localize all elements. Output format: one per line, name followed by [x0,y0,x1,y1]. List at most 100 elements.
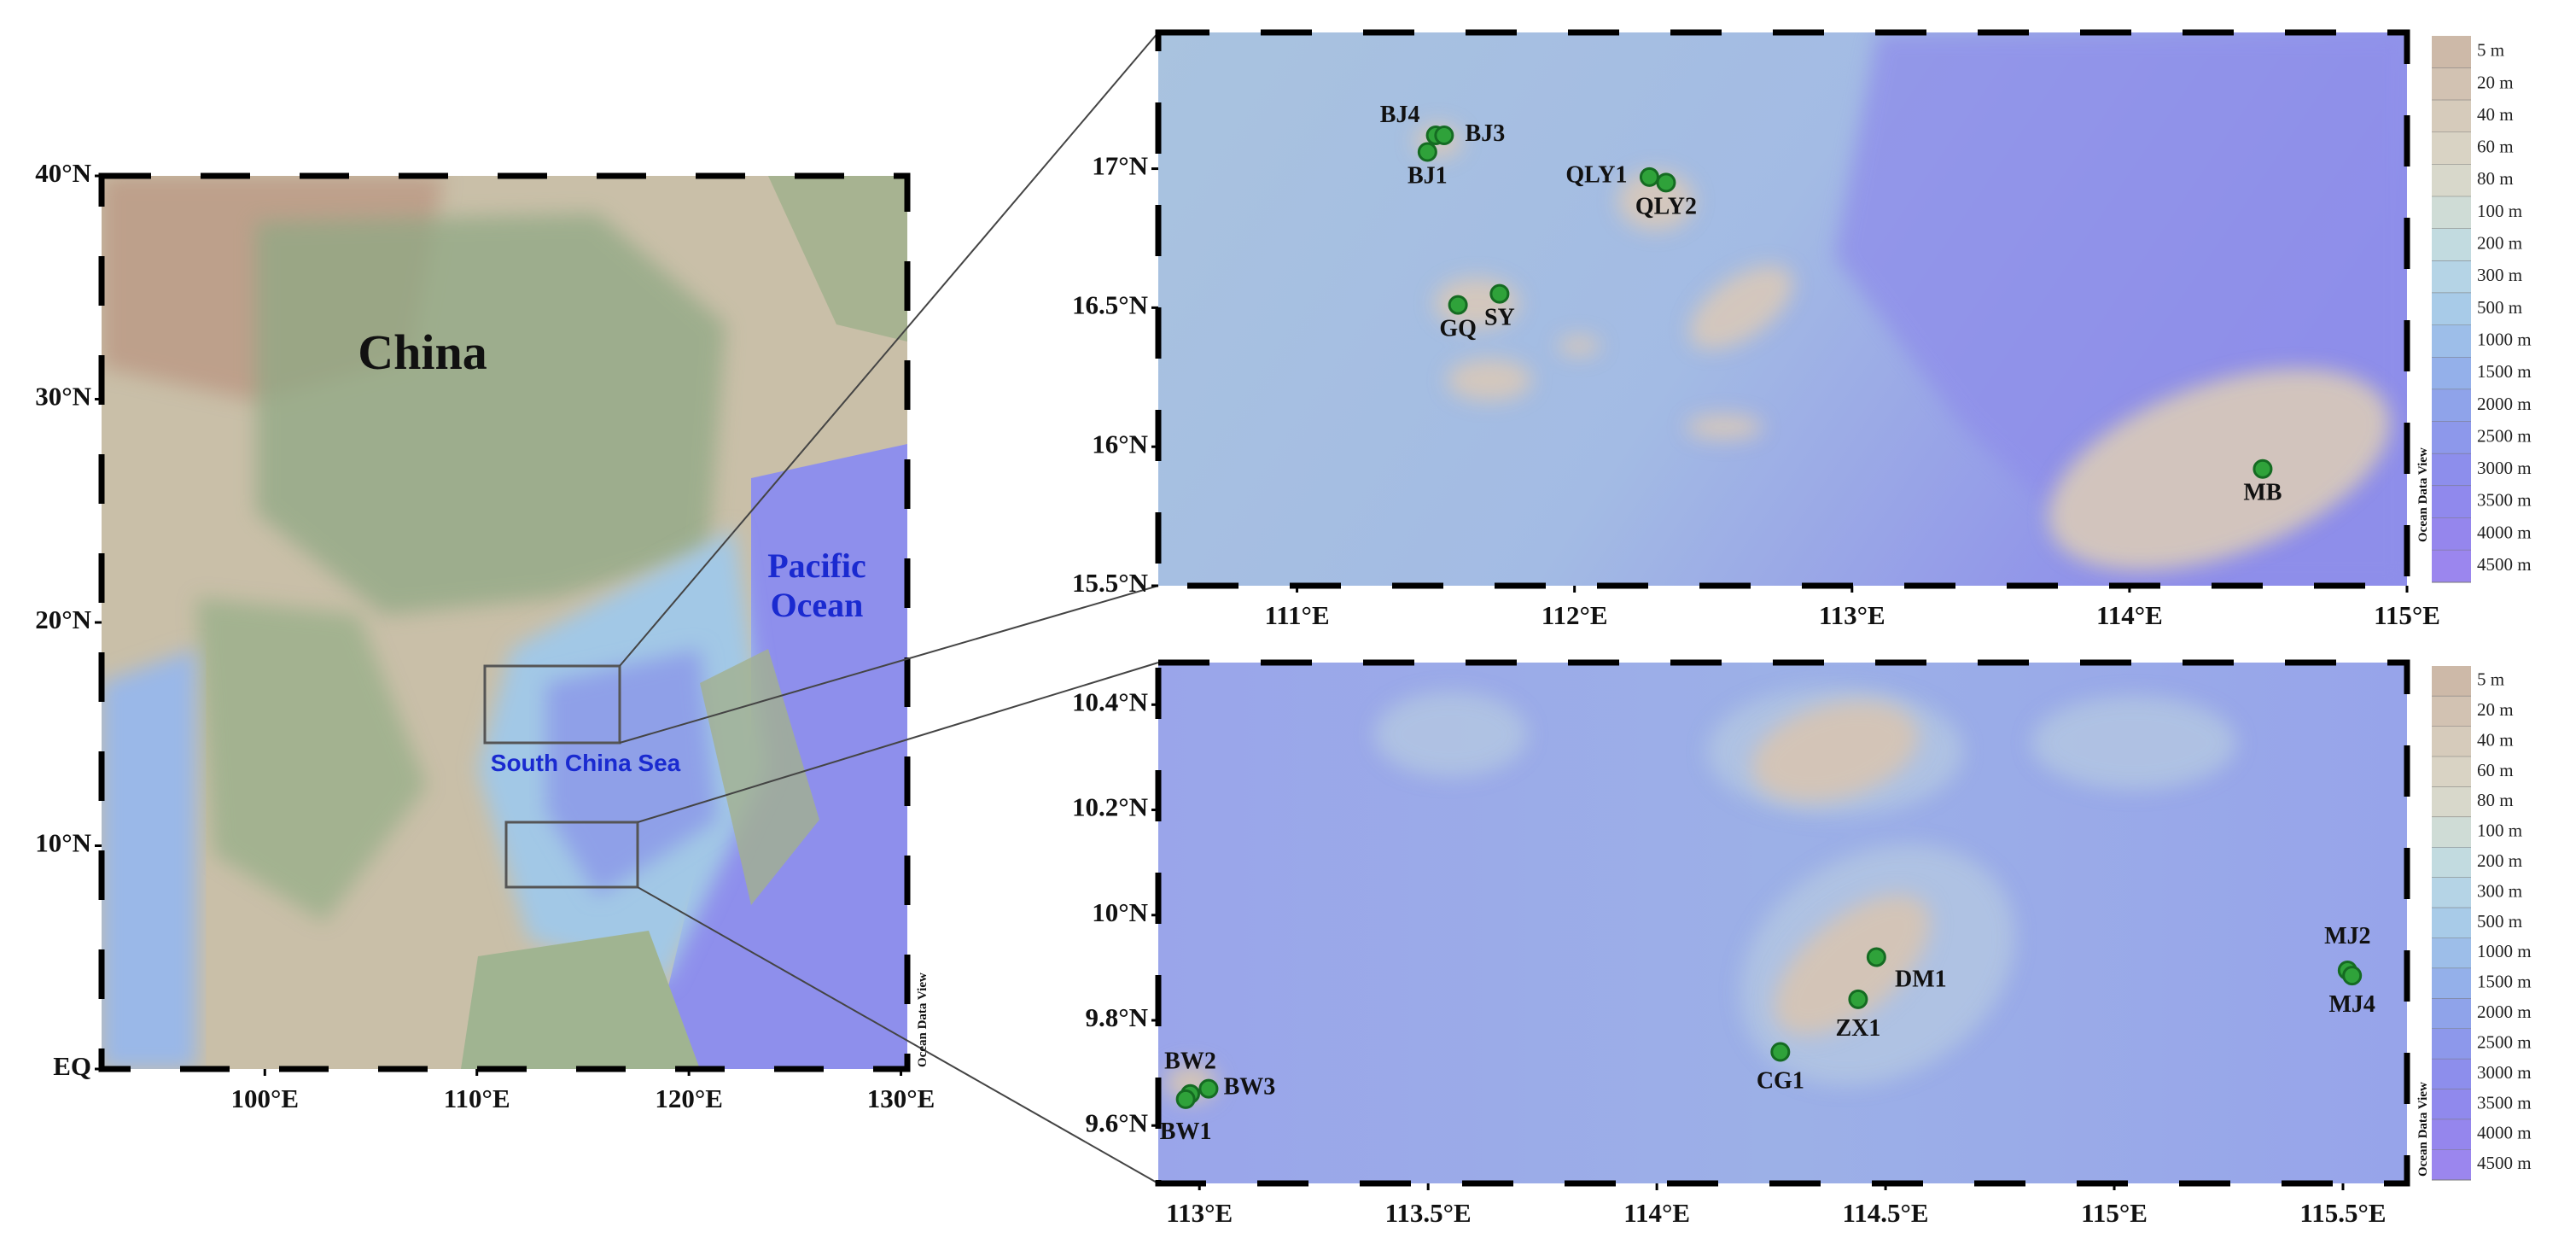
overview-frame [98,172,911,1072]
depth-swatch [2432,164,2471,197]
depth-label: 100 m [2477,821,2522,841]
depth-swatch [2432,877,2471,908]
y-tick-label: 16°N [1092,429,1148,459]
depth-swatch [2432,67,2471,101]
ocean-label: Pacific [767,546,866,585]
depth-swatch [2432,453,2471,487]
x-tick-label: 113°E [1819,600,1885,630]
inset-box [483,664,621,745]
depth-swatch [2432,260,2471,294]
station-label: MJ4 [2328,991,2375,1018]
depth-label: 40 m [2477,729,2514,750]
x-tick-label: 111°E [1264,600,1329,630]
y-tick-label: 15.5°N [1072,568,1148,598]
depth-swatch [2432,908,2471,939]
depth-label: 100 m [2477,201,2522,221]
depth-swatch [2432,1149,2471,1181]
depth-label: 200 m [2477,850,2522,871]
y-tick-label: 10.4°N [1072,686,1148,716]
ocean-label: Ocean [771,586,864,624]
depth-label: 1500 m [2477,972,2532,992]
depth-swatch [2432,968,2471,1000]
x-tick-label: 110°E [444,1084,510,1113]
depth-label: 1000 m [2477,941,2532,961]
depth-label: 40 m [2477,104,2514,125]
depth-swatch [2432,726,2471,757]
station-label: DM1 [1895,966,1947,992]
station-label: BW3 [1224,1074,1276,1101]
depth-label: 500 m [2477,911,2522,932]
depth-swatch [2432,357,2471,390]
depth-label: 80 m [2477,168,2514,189]
y-tick-label: 16.5°N [1072,289,1148,319]
depth-swatch [2432,756,2471,788]
y-tick-label: 9.8°N [1085,1002,1148,1032]
depth-swatch [2432,817,2471,848]
depth-swatch [2432,517,2471,551]
depth-label: 80 m [2477,790,2514,810]
depth-label: 3000 m [2477,458,2532,478]
y-tick-label: 17°N [1092,151,1148,181]
station-label: BW2 [1164,1048,1216,1075]
depth-label: 2000 m [2477,394,2532,414]
station [1866,947,1886,967]
depth-label: 3500 m [2477,1092,2532,1113]
station-label: ZX1 [1835,1015,1880,1042]
station-label: BJ4 [1380,102,1420,128]
depth-swatch [2432,421,2471,454]
depth-swatch [2432,100,2471,133]
y-tick-label: 20°N [35,605,91,634]
depth-swatch [2432,324,2471,358]
depth-swatch [2432,1119,2471,1151]
depth-label: 3500 m [2477,490,2532,511]
credit: Ocean Data View [916,973,930,1067]
panel-b-frame [1155,659,2410,1187]
connector [637,662,1159,823]
y-tick-label: 10°N [35,828,91,858]
depth-label: 5 m [2477,669,2504,690]
station-label: QLY1 [1565,162,1627,189]
depth-label: 4000 m [2477,522,2532,542]
depth-label: 300 m [2477,265,2522,285]
depth-swatch [2432,998,2471,1030]
depth-swatch [2432,36,2471,69]
x-tick-label: 115.5°E [2299,1198,2386,1228]
panel-b-bathymetry [1158,663,2407,1183]
depth-label: 500 m [2477,297,2522,318]
depth-swatch [2432,1089,2471,1120]
depth-swatch [2432,389,2471,423]
station-label: SY [1484,305,1515,331]
depth-label: 4500 m [2477,554,2532,575]
region-label: China [358,324,487,380]
depth-label: 2000 m [2477,1002,2532,1022]
x-tick-label: 114°E [2096,600,2163,630]
depth-swatch [2432,1059,2471,1090]
station-label: BW1 [1160,1119,1212,1145]
overview-map [102,176,907,1069]
depth-swatch [2432,131,2471,166]
depth-label: 20 m [2477,72,2514,92]
y-tick-label: 9.6°N [1085,1107,1148,1137]
station [2342,966,2363,986]
connector [637,886,1159,1184]
inset-box [504,821,639,889]
depth-label: 2500 m [2477,425,2532,446]
y-tick-label: EQ [53,1051,91,1081]
station-label: MJ2 [2324,923,2370,949]
depth-swatch [2432,550,2471,583]
station [1417,142,1437,162]
station-label: BJ3 [1466,120,1506,147]
connector [619,585,1159,744]
depth-label: 60 m [2477,760,2514,780]
station-label: QLY2 [1635,193,1697,219]
depth-swatch [2432,1028,2471,1060]
x-tick-label: 115°E [2374,600,2440,630]
depth-swatch [2432,666,2471,697]
station [1656,172,1676,193]
depth-label: 5 m [2477,40,2504,61]
y-tick-label: 10.2°N [1072,792,1148,822]
depth-swatch [2432,196,2471,230]
station [1448,295,1468,315]
station [1434,125,1454,145]
